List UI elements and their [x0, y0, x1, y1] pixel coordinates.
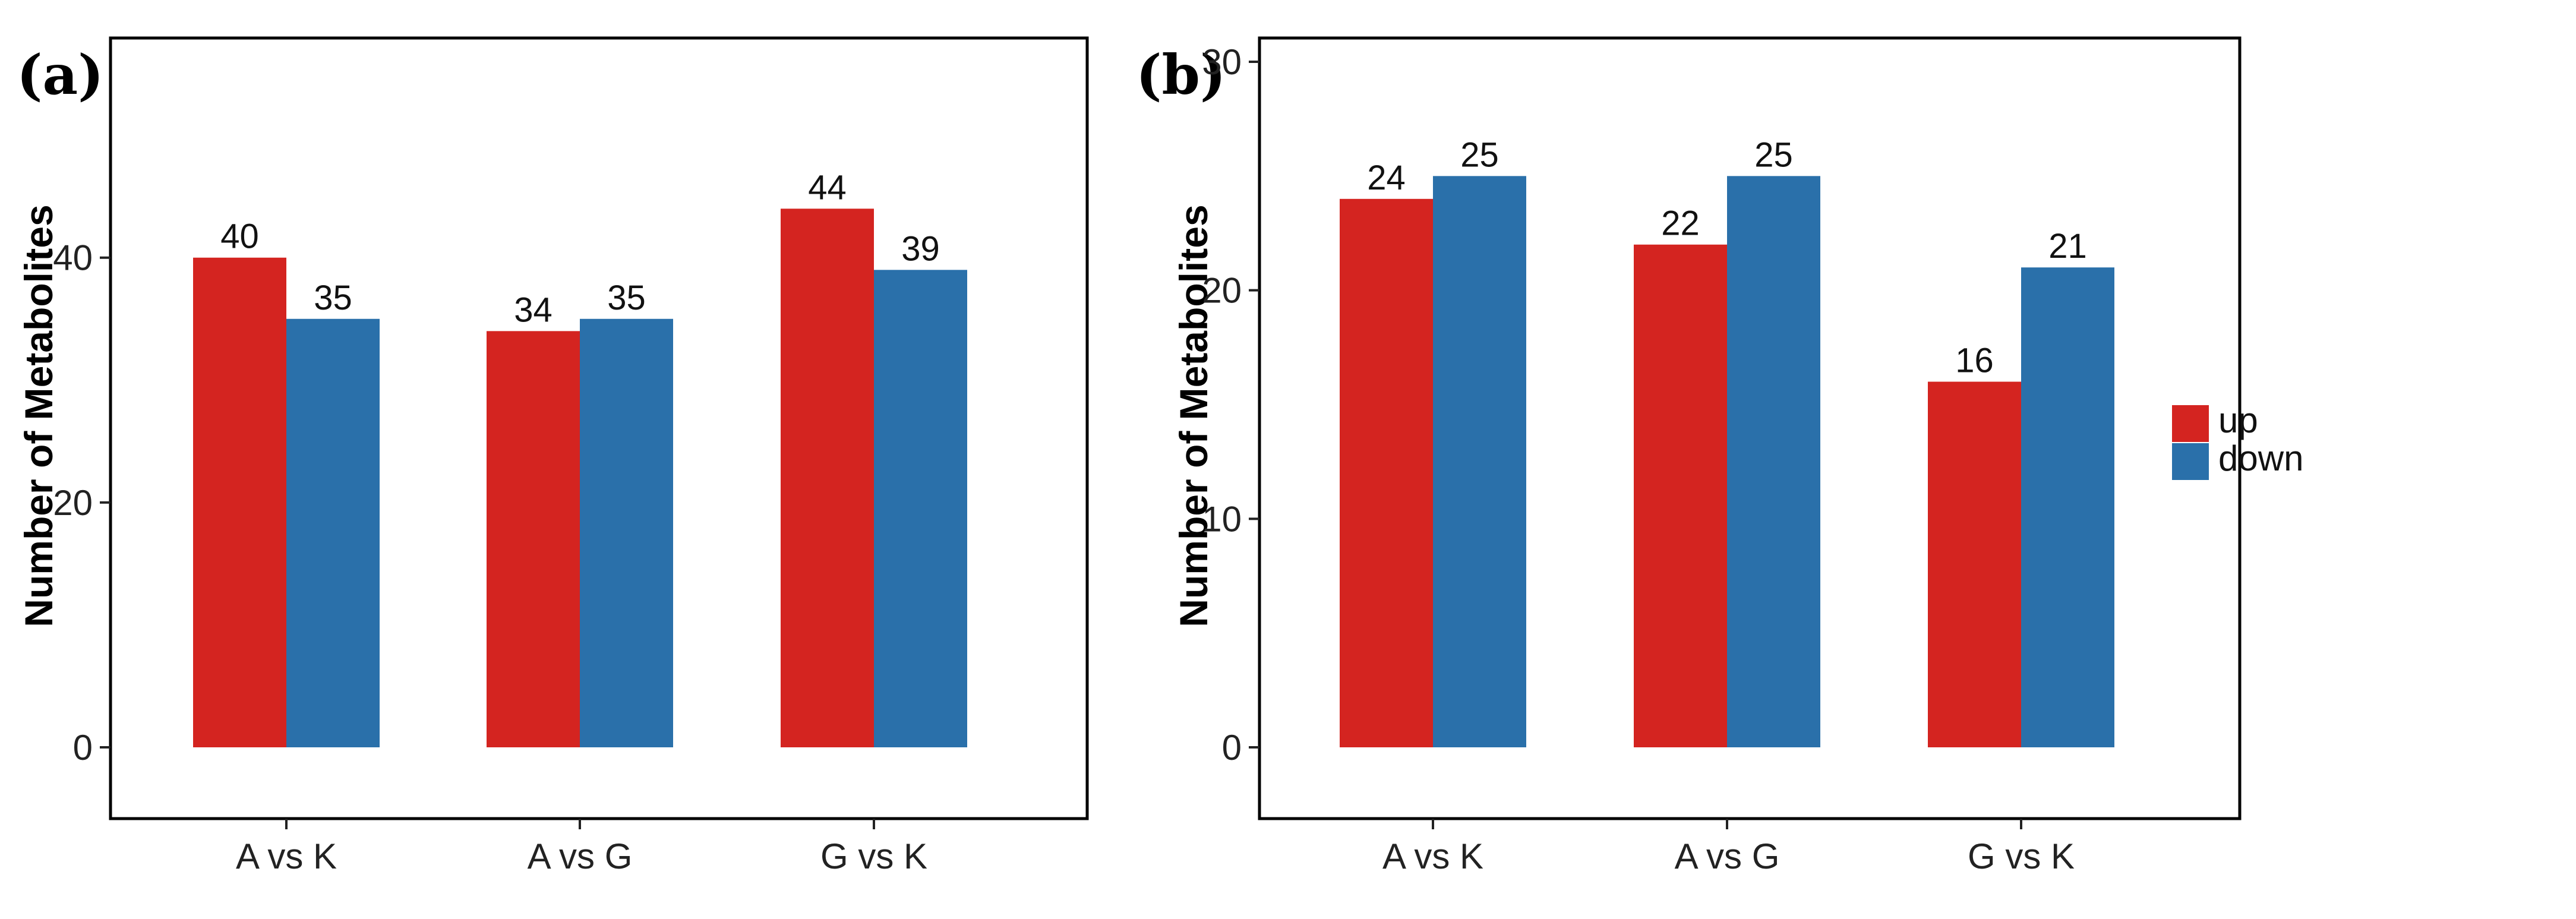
data-label-down: 39 [901, 229, 940, 268]
data-label-down: 21 [2048, 227, 2087, 266]
chart-panel-b: (b) Number of Metabolites 0 10 20 30 24 25 A v… [1136, 36, 2242, 876]
bar-up [1634, 244, 1727, 747]
x-tick-label: A vs K [1382, 836, 1483, 876]
data-label-up: 16 [1955, 342, 1994, 380]
panel-b-label-display: (b) [1136, 43, 1226, 107]
bar-down [2021, 267, 2114, 747]
y-tick-label: 20 [53, 483, 93, 523]
panel-a-plot-area: 0 20 40 40 35 A vs K 34 35 A vs G 44 39 G vs K [53, 36, 1089, 876]
data-label-up: 34 [514, 290, 553, 329]
bar-up [1928, 381, 2021, 747]
legend-swatch-down [2172, 443, 2209, 480]
data-label-down: 25 [1754, 135, 1793, 174]
data-label-up: 24 [1367, 159, 1406, 197]
data-label-down: 25 [1460, 135, 1499, 174]
bar-up [1340, 198, 1433, 747]
y-tick-label: 0 [1222, 728, 1242, 768]
x-tick-label: A vs K [236, 836, 337, 876]
y-tick-label: 40 [53, 238, 93, 278]
plot-frame [1258, 36, 2242, 820]
data-label-up: 44 [808, 168, 847, 207]
bar-down [1433, 176, 1526, 747]
bar-up [781, 209, 874, 747]
panel-b-plot-area: 0 10 20 30 24 25 A vs K 22 25 A vs G 16 21 G vs K [1202, 36, 2242, 876]
data-label-up: 22 [1661, 204, 1700, 243]
x-tick-label: A vs G [528, 836, 633, 876]
x-tick-label: G vs K [1968, 836, 2075, 876]
legend: up down [2172, 400, 2303, 480]
y-tick-label: 0 [73, 728, 93, 768]
bar-up [193, 257, 286, 747]
bar-down [1727, 176, 1820, 747]
bar-down [874, 270, 967, 748]
x-tick-label: A vs G [1675, 836, 1780, 876]
data-label-down: 35 [314, 279, 352, 317]
bar-down [580, 318, 673, 747]
bar-up [487, 331, 580, 747]
y-tick-label: 10 [1202, 499, 1242, 539]
x-tick-label: G vs K [820, 836, 927, 876]
y-tick-label: 20 [1202, 271, 1242, 311]
panel-a-y-axis-label: Number of Metabolites [17, 204, 61, 627]
panel-b-y-axis-label: Number of Metabolites [1172, 204, 1216, 627]
plot-frame [109, 36, 1089, 820]
chart-panel-a: (a) Number of Metabolites 0 20 40 40 35 A vs … [17, 36, 1089, 876]
legend-label-down: down [2218, 438, 2303, 478]
y-tick-label: 30 [1202, 42, 1242, 82]
panel-a-label: (a) [17, 43, 104, 107]
data-label-down: 35 [607, 279, 646, 317]
legend-swatch-up [2172, 405, 2209, 442]
bar-down [286, 318, 380, 747]
data-label-up: 40 [220, 217, 259, 256]
legend-label-up: up [2218, 400, 2258, 440]
